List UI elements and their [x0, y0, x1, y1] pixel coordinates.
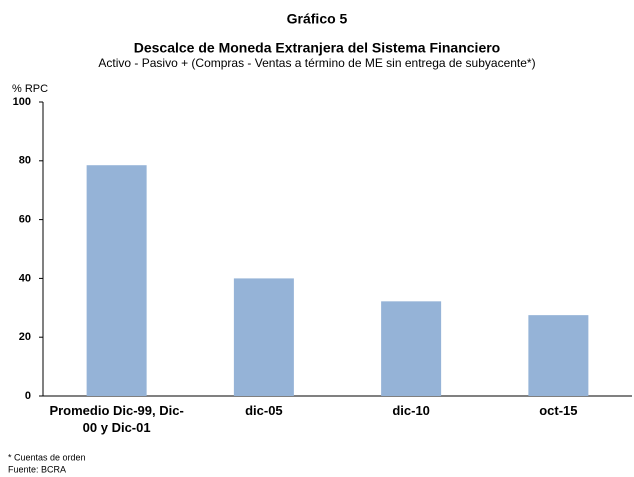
y-tick-label: 20 — [19, 331, 31, 343]
x-tick-label: Promedio Dic-99, Dic-00 y Dic-01 — [49, 403, 184, 435]
x-tick-label: dic-05 — [245, 403, 283, 418]
note: Fuente: BCRA — [8, 464, 66, 474]
x-tick-label: dic-10 — [392, 403, 430, 418]
note: * Cuentas de orden — [8, 452, 86, 462]
bar — [528, 315, 589, 396]
y-tick-label: 0 — [25, 390, 31, 402]
y-tick-label: 80 — [19, 155, 31, 167]
bar — [86, 165, 147, 396]
chart-title: Gráfico 5 — [287, 11, 348, 27]
y-tick-label: 40 — [19, 272, 31, 284]
chart-subtitle: Activo - Pasivo + (Compras - Ventas a té… — [98, 56, 535, 70]
y-tick-label: 100 — [13, 96, 31, 108]
x-tick-label: oct-15 — [539, 403, 578, 418]
y-axis-label: % RPC — [12, 83, 48, 95]
bar — [381, 301, 442, 396]
y-tick-label: 60 — [19, 214, 31, 226]
chart-subtitle: Descalce de Moneda Extranjera del Sistem… — [134, 40, 500, 56]
bar — [233, 278, 294, 396]
